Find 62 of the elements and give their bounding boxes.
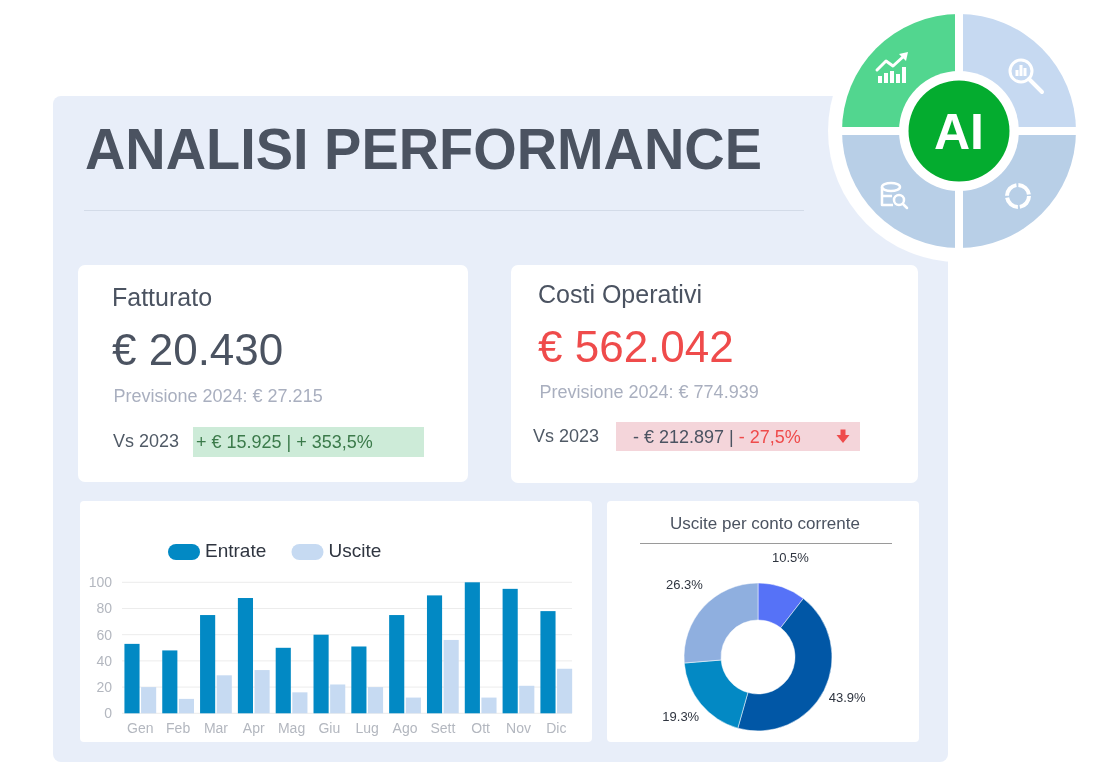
x-tick-label: Mag [277, 720, 306, 736]
legend-label: Uscite [328, 540, 382, 561]
text: Vs 2023 [113, 431, 180, 451]
bar [519, 685, 535, 714]
bar [237, 598, 254, 714]
text: AI [934, 104, 984, 160]
bar [557, 668, 573, 714]
x-tick-label: Dic [546, 720, 567, 736]
text: - 27,5% [738, 426, 801, 447]
bar [443, 639, 459, 714]
bar [367, 687, 384, 714]
bar [313, 634, 329, 714]
y-tick-label: 40 [96, 652, 113, 669]
text: Previsione 2024: € 27.215 [113, 386, 323, 406]
bar [141, 687, 157, 714]
x-tick-label: Nov [506, 720, 531, 736]
bar [426, 595, 443, 714]
bar [292, 692, 308, 714]
bar [162, 650, 178, 714]
data-label: 26.3% [666, 577, 704, 593]
bar [351, 646, 367, 714]
bar [389, 615, 405, 714]
bar [275, 647, 291, 714]
bar [124, 643, 140, 714]
text: Costi Operativi [538, 280, 702, 308]
text: ANALISI PERFORMANCE [85, 117, 776, 181]
bar [216, 675, 232, 714]
x-tick-label: Ott [471, 720, 491, 736]
y-tick-label: 80 [96, 600, 113, 617]
y-tick-label: 60 [96, 626, 113, 643]
x-tick-label: Mar [203, 720, 229, 736]
text: € 20.430 [112, 325, 284, 374]
text: - € 212.897 | [633, 426, 734, 447]
x-tick-label: Apr [242, 720, 265, 736]
bar [464, 582, 480, 714]
y-tick-label: 20 [96, 679, 113, 695]
text: Previsione 2024: € 774.939 [539, 382, 759, 402]
x-tick-label: Giu [318, 720, 341, 736]
data-label: 43.9% [828, 690, 867, 706]
bar [405, 697, 421, 714]
text: + € 15.925 | + 353,5% [196, 432, 373, 452]
text: € 562.042 [538, 322, 734, 371]
legend-label: Entrate [205, 540, 267, 561]
x-tick-label: Ago [392, 720, 418, 736]
y-tick-label: 100 [88, 574, 113, 591]
bar [502, 588, 518, 714]
y-tick-label: 0 [104, 705, 113, 722]
chart-title: Uscite per conto corrente [670, 514, 860, 533]
bar [178, 698, 194, 714]
data-label: 10.5% [771, 550, 810, 566]
bar [481, 697, 497, 714]
text: Vs 2023 [533, 426, 600, 446]
x-tick-label: Gen [127, 720, 154, 736]
bar [330, 684, 346, 714]
bar [254, 670, 270, 714]
x-tick-label: Sett [430, 720, 456, 736]
bar [540, 611, 556, 714]
data-label: 19.3% [662, 708, 700, 724]
bar [200, 615, 216, 714]
text: Fatturato [112, 283, 213, 311]
x-tick-label: Lug [355, 720, 379, 736]
x-tick-label: Feb [166, 720, 191, 736]
